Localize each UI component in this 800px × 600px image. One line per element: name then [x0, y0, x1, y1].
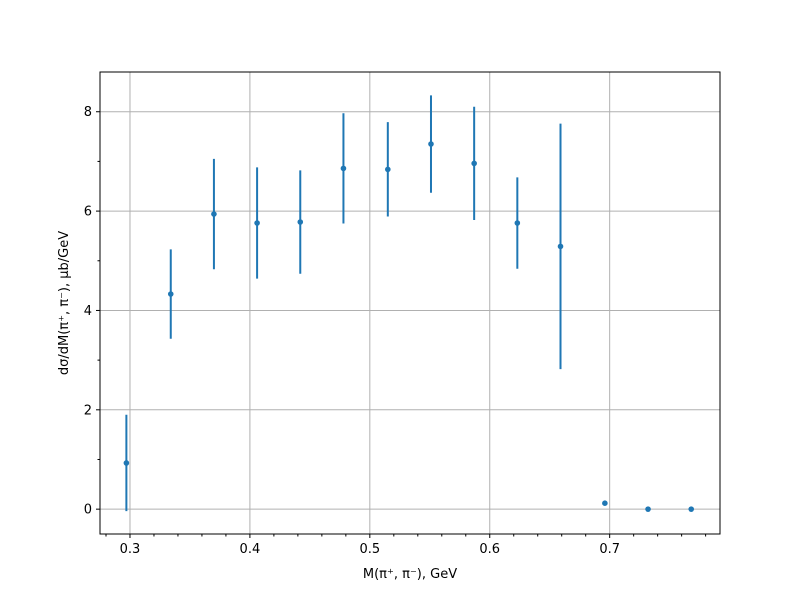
x-tick-label: 0.7	[599, 542, 620, 557]
data-point	[471, 160, 477, 167]
y-tick-label: 8	[84, 105, 92, 120]
tick-labels: 0.3 0.4 0.5 0.6 0.7 0 2 4 6 8	[84, 105, 620, 557]
grid	[100, 72, 720, 534]
plot-area-frame	[99, 71, 721, 535]
data-point	[123, 460, 130, 466]
data-point	[340, 165, 347, 172]
y-tick-label: 2	[84, 403, 92, 418]
data-point	[211, 211, 217, 217]
y-tick-label: 4	[84, 304, 92, 319]
data-point	[385, 166, 391, 173]
data-point	[254, 220, 260, 226]
x-tick-label: 0.4	[240, 542, 261, 557]
data-point	[557, 243, 564, 250]
x-axis-label: M(π⁺, π⁻), GeV	[363, 567, 457, 582]
y-axis-label: dσ/dM(π⁺, π⁻), μb/GeV	[57, 231, 72, 375]
data-point	[167, 291, 174, 297]
data-series	[123, 95, 695, 512]
y-tick-label: 0	[84, 503, 92, 518]
data-point	[645, 506, 651, 512]
x-tick-label: 0.6	[479, 542, 500, 557]
x-tick-label: 0.3	[120, 542, 141, 557]
data-point	[602, 500, 608, 507]
data-point	[688, 506, 695, 512]
data-point	[514, 220, 521, 226]
y-tick-label: 6	[84, 205, 92, 220]
x-tick-label: 0.5	[359, 542, 380, 557]
data-point	[428, 141, 434, 147]
major-ticks	[96, 111, 611, 538]
data-point	[297, 219, 304, 225]
